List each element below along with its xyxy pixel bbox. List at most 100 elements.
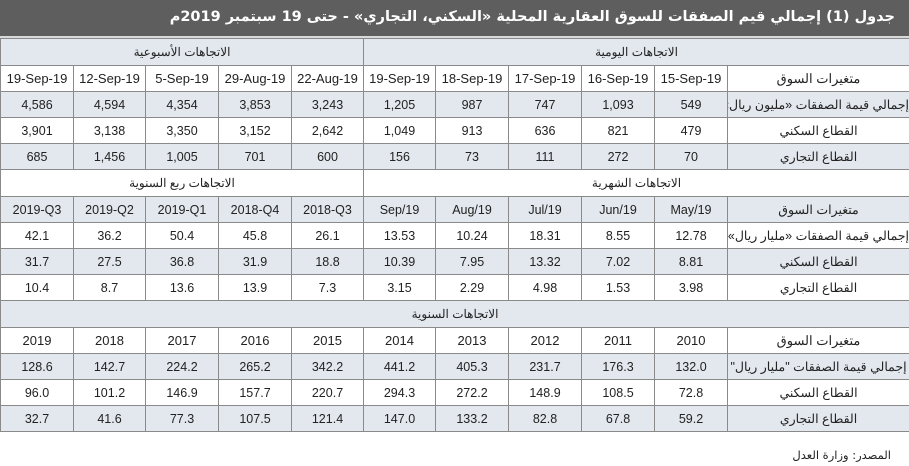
col-header: 18-Sep-19: [435, 65, 509, 92]
cell: 8.7: [73, 274, 146, 301]
row-label: القطاع التجاري: [726, 405, 909, 432]
col-header: 17-Sep-19: [508, 65, 582, 92]
cell: 7.3: [291, 274, 364, 301]
cell: 1,049: [363, 117, 436, 144]
row-label: القطاع السكني: [726, 379, 909, 406]
cell: 1.53: [581, 274, 655, 301]
cell: 10.24: [435, 222, 509, 249]
cell: 108.5: [581, 379, 655, 406]
col-header: 2018-Q4: [218, 196, 292, 223]
cell: 132.0: [654, 353, 728, 380]
section-label-daily: الاتجاهات اليومية: [362, 38, 909, 66]
col-header: May/19: [654, 196, 728, 223]
market-transactions-table: الاتجاهات الأسبوعية الاتجاهات اليومية 19…: [0, 38, 909, 432]
cell: 1,205: [363, 91, 436, 118]
col-header: Jul/19: [508, 196, 582, 223]
cell: 701: [218, 143, 292, 170]
cell: 32.7: [0, 405, 74, 432]
cell: 31.9: [218, 248, 292, 275]
col-header: 2013: [435, 327, 509, 354]
cell: 13.53: [363, 222, 436, 249]
cell: 224.2: [145, 353, 219, 380]
cell: 72.8: [654, 379, 728, 406]
cell: 265.2: [218, 353, 292, 380]
col-header: 2019-Q2: [73, 196, 146, 223]
section-header-row: الاتجاهات الأسبوعية الاتجاهات اليومية: [0, 38, 909, 66]
cell: 147.0: [363, 405, 436, 432]
column-header-row: 19-Sep-19 12-Sep-19 5-Sep-19 29-Aug-19 2…: [0, 65, 909, 92]
col-header: 2011: [581, 327, 655, 354]
col-header: 2018-Q3: [291, 196, 364, 223]
cell: 7.95: [435, 248, 509, 275]
col-header: 2015: [291, 327, 364, 354]
cell: 3.15: [363, 274, 436, 301]
cell: 1,093: [581, 91, 655, 118]
cell: 272.2: [435, 379, 509, 406]
section-header-row: الاتجاهات ربع السنوية الاتجاهات الشهرية: [0, 169, 909, 197]
table-row: 10.4 8.7 13.6 13.9 7.3 3.15 2.29 4.98 1.…: [0, 274, 909, 301]
col-header: 2012: [508, 327, 582, 354]
col-header: 12-Sep-19: [73, 65, 146, 92]
row-label-header: متغيرات السوق: [726, 327, 909, 354]
cell: 3,853: [218, 91, 292, 118]
cell: 13.6: [145, 274, 219, 301]
cell: 2,642: [291, 117, 364, 144]
cell: 1,456: [73, 143, 146, 170]
row-label: إجمالي قيمة الصفقات «مليون ريال»: [726, 91, 909, 118]
col-header: Sep/19: [363, 196, 436, 223]
table-row: 685 1,456 1,005 701 600 156 73 111 272 7…: [0, 143, 909, 170]
cell: 4.98: [508, 274, 582, 301]
cell: 220.7: [291, 379, 364, 406]
cell: 4,354: [145, 91, 219, 118]
row-label: القطاع التجاري: [726, 274, 909, 301]
cell: 4,594: [73, 91, 146, 118]
cell: 3,138: [73, 117, 146, 144]
section-header-row: الاتجاهات السنوية: [0, 300, 909, 328]
col-header: 2014: [363, 327, 436, 354]
row-label: القطاع السكني: [726, 248, 909, 275]
col-header: 2019-Q3: [0, 196, 74, 223]
cell: 479: [654, 117, 728, 144]
column-header-row: 2019 2018 2017 2016 2015 2014 2013 2012 …: [0, 327, 909, 354]
cell: 18.31: [508, 222, 582, 249]
cell: 26.1: [291, 222, 364, 249]
cell: 157.7: [218, 379, 292, 406]
cell: 18.8: [291, 248, 364, 275]
col-header: 2016: [218, 327, 292, 354]
table-row: 32.7 41.6 77.3 107.5 121.4 147.0 133.2 8…: [0, 405, 909, 432]
cell: 342.2: [291, 353, 364, 380]
cell: 67.8: [581, 405, 655, 432]
cell: 13.9: [218, 274, 292, 301]
row-label: إجمالي قيمة الصفقات «مليار ريال»: [726, 222, 909, 249]
table-title: جدول (1) إجمالي قيم الصفقات للسوق العقار…: [169, 9, 895, 25]
cell: 146.9: [145, 379, 219, 406]
cell: 77.3: [145, 405, 219, 432]
cell: 913: [435, 117, 509, 144]
cell: 1,005: [145, 143, 219, 170]
cell: 50.4: [145, 222, 219, 249]
col-header: 2019: [0, 327, 74, 354]
row-label-header: متغيرات السوق: [726, 196, 909, 223]
cell: 70: [654, 143, 728, 170]
cell: 176.3: [581, 353, 655, 380]
cell: 3,243: [291, 91, 364, 118]
col-header: 29-Aug-19: [218, 65, 292, 92]
cell: 7.02: [581, 248, 655, 275]
cell: 12.78: [654, 222, 728, 249]
col-header: 2018: [73, 327, 146, 354]
cell: 121.4: [291, 405, 364, 432]
col-header: 19-Sep-19: [363, 65, 436, 92]
cell: 10.39: [363, 248, 436, 275]
cell: 142.7: [73, 353, 146, 380]
cell: 73: [435, 143, 509, 170]
cell: 31.7: [0, 248, 74, 275]
cell: 42.1: [0, 222, 74, 249]
col-header: 15-Sep-19: [654, 65, 728, 92]
section-label-monthly: الاتجاهات الشهرية: [362, 169, 909, 197]
cell: 405.3: [435, 353, 509, 380]
cell: 96.0: [0, 379, 74, 406]
cell: 231.7: [508, 353, 582, 380]
section-label-quarterly: الاتجاهات ربع السنوية: [0, 169, 364, 197]
section-label-annual: الاتجاهات السنوية: [0, 300, 909, 328]
col-header: 2019-Q1: [145, 196, 219, 223]
